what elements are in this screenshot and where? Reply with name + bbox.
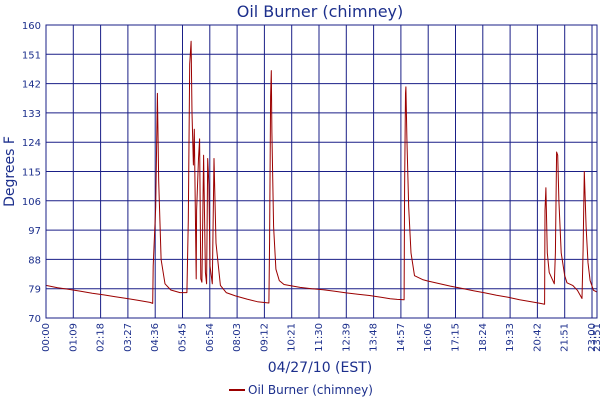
- x-tick-label: 03:27: [123, 323, 134, 352]
- x-tick-label: 12:39: [341, 323, 352, 352]
- x-tick-label: 14:57: [396, 323, 407, 352]
- x-tick-label: 04:36: [150, 323, 161, 352]
- y-tick-label: 70: [28, 314, 41, 325]
- x-tick-label: 17:15: [451, 323, 462, 352]
- series-layer: [45, 40, 598, 305]
- x-tick-label: 08:03: [232, 323, 243, 352]
- x-tick-label: 13:48: [369, 323, 380, 352]
- x-tick-label: 16:06: [423, 323, 434, 352]
- y-tick-label: 88: [28, 255, 41, 266]
- x-tick-label: 19:33: [505, 323, 516, 352]
- chart-title: Oil Burner (chimney): [237, 2, 404, 21]
- y-tick-label: 106: [22, 197, 41, 208]
- legend: Oil Burner (chimney): [229, 383, 373, 397]
- y-tick-label: 79: [28, 285, 41, 296]
- x-tick-label: 11:30: [314, 323, 325, 352]
- x-tick-label: 01:09: [68, 323, 79, 352]
- x-tick-label: 18:24: [478, 323, 489, 352]
- y-tick-label: 142: [22, 80, 41, 91]
- series-line: [45, 40, 598, 305]
- x-tick-label: 00:00: [41, 323, 52, 352]
- y-tick-label: 97: [28, 226, 41, 237]
- plot-frame: [45, 24, 598, 319]
- x-tick-label: 06:54: [205, 323, 216, 352]
- x-tick-label: 20:42: [532, 323, 543, 352]
- y-tick-label: 160: [22, 21, 41, 32]
- x-tick-label: 02:18: [96, 323, 107, 352]
- y-tick-label: 115: [22, 168, 41, 179]
- x-tick-label: 10:21: [287, 323, 298, 352]
- x-axis-ticks: 00:00 01:09 02:18 03:27 04:36 05:45 06:54 08:03…: [41, 323, 600, 352]
- x-tick-label: 23:00: [587, 323, 598, 352]
- legend-label: Oil Burner (chimney): [248, 383, 373, 397]
- x-tick-label: 21:51: [560, 323, 571, 352]
- y-tick-label: 124: [22, 138, 41, 149]
- x-tick-label: 23:51: [592, 323, 600, 352]
- y-tick-label: 151: [22, 50, 41, 61]
- y-tick-label: 133: [22, 109, 41, 120]
- x-tick-label: 05:45: [178, 323, 189, 352]
- y-axis-title: Degrees F: [2, 136, 18, 207]
- x-tick-label: 09:12: [259, 323, 270, 352]
- x-axis-title: 04/27/10 (EST): [268, 360, 373, 376]
- y-axis-ticks: 70 79 88 97 106 115 124 133 142 151 160: [22, 21, 41, 325]
